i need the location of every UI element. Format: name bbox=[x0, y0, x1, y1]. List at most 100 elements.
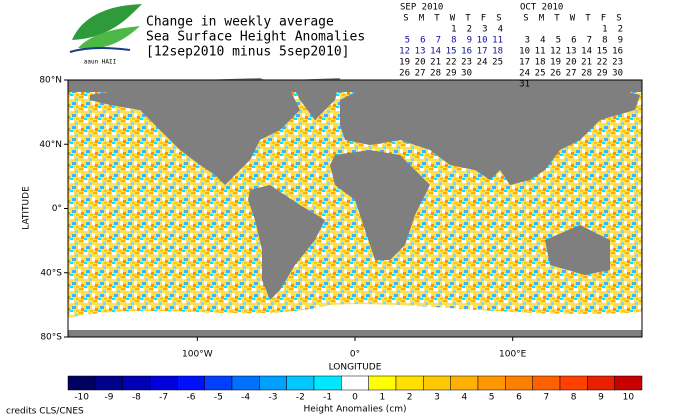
calendar-day: 13 bbox=[566, 47, 577, 57]
calendar-day: 30 bbox=[461, 69, 472, 79]
colorbar-label: 3 bbox=[434, 393, 440, 403]
colorbar-swatch bbox=[95, 375, 123, 391]
colorbar-swatch bbox=[450, 375, 479, 391]
calendar-day: 3 bbox=[482, 25, 487, 35]
calendar-day: 17 bbox=[519, 58, 530, 68]
colorbar-swatch bbox=[341, 375, 369, 391]
colorbar-swatch bbox=[559, 375, 588, 391]
calendar-day: 15 bbox=[597, 47, 608, 57]
colorbar-label: 4 bbox=[461, 393, 467, 403]
calendar-day: 27 bbox=[415, 69, 426, 79]
title-line: Sea Surface Height Anomalies bbox=[146, 30, 365, 45]
colorbar-swatch bbox=[532, 375, 561, 391]
calendar-day: 11 bbox=[492, 36, 503, 46]
colorbar-label: -8 bbox=[132, 393, 141, 403]
weekday: W bbox=[450, 14, 456, 24]
colorbar-swatch bbox=[505, 375, 533, 391]
weekday: T bbox=[554, 14, 560, 24]
calendar-day: 16 bbox=[461, 47, 472, 57]
colorbar-swatch bbox=[395, 375, 424, 391]
colorbar-swatch bbox=[122, 375, 151, 391]
calendar-day: 28 bbox=[581, 69, 592, 79]
colorbar-swatch bbox=[587, 375, 615, 391]
colorbar-label: 2 bbox=[407, 393, 413, 403]
calendar-day: 10 bbox=[519, 47, 530, 57]
weekday: T bbox=[434, 14, 440, 24]
colorbar-swatch bbox=[423, 375, 451, 391]
calendar-day: 20 bbox=[566, 58, 577, 68]
x-tick-label: 0° bbox=[350, 350, 360, 360]
weekday: F bbox=[481, 14, 486, 24]
colorbar-swatch bbox=[204, 375, 233, 391]
calendar-day: 12 bbox=[399, 47, 410, 57]
colorbar-label: -10 bbox=[74, 393, 89, 403]
weekday: T bbox=[585, 14, 591, 24]
calendar-day: 30 bbox=[612, 69, 623, 79]
calendar-day: 14 bbox=[430, 47, 441, 57]
colorbar-label: -5 bbox=[214, 393, 223, 403]
weekday: S bbox=[403, 14, 408, 24]
calendar-day: 22 bbox=[446, 58, 457, 68]
credits: credits CLS/CNES bbox=[6, 407, 84, 417]
colorbar-label: -3 bbox=[269, 393, 278, 403]
calendar-day: 18 bbox=[535, 58, 546, 68]
calendar-day: 26 bbox=[550, 69, 561, 79]
logo-text: aaun HAII bbox=[84, 59, 117, 66]
colorbar-swatch bbox=[368, 375, 397, 391]
colorbar-title: Height Anomalies (cm) bbox=[303, 405, 406, 415]
calendar-day: 22 bbox=[597, 58, 608, 68]
colorbar-label: 7 bbox=[543, 393, 549, 403]
calendar-day: 21 bbox=[581, 58, 592, 68]
colorbar-swatch bbox=[259, 375, 287, 391]
colorbar-label: 1 bbox=[379, 393, 385, 403]
map bbox=[67, 78, 643, 338]
calendar-day: 5 bbox=[556, 36, 561, 46]
colorbar-label: 5 bbox=[489, 393, 495, 403]
colorbar-swatch bbox=[231, 375, 260, 391]
calendar-day: 31 bbox=[519, 80, 530, 90]
colorbar-swatch bbox=[313, 375, 342, 391]
antarctica bbox=[68, 304, 642, 330]
calendar-day: 1 bbox=[602, 25, 607, 35]
colorbar-swatch bbox=[614, 375, 643, 391]
weekday: T bbox=[465, 14, 471, 24]
weekday: F bbox=[601, 14, 606, 24]
calendar-day: 4 bbox=[498, 25, 503, 35]
logo: aaun HAII bbox=[69, 4, 142, 66]
calendar-day: 8 bbox=[451, 36, 456, 46]
weekday: M bbox=[539, 14, 545, 24]
calendar-day: 12 bbox=[550, 47, 561, 57]
colorbar-label: -1 bbox=[323, 393, 332, 403]
calendar-day: 25 bbox=[535, 69, 546, 79]
colorbar-label: 6 bbox=[516, 393, 522, 403]
calendar-day: 2 bbox=[618, 25, 623, 35]
x-axis-label: LONGITUDE bbox=[329, 363, 382, 373]
calendar-day: 20 bbox=[415, 58, 426, 68]
calendar-day: 8 bbox=[602, 36, 607, 46]
calendar-day: 16 bbox=[612, 47, 623, 57]
calendar-day: 23 bbox=[612, 58, 623, 68]
title-line: [12sep2010 minus 5sep2010] bbox=[146, 45, 350, 60]
calendar-day: 19 bbox=[550, 58, 561, 68]
colorbar-label: -7 bbox=[159, 393, 168, 403]
colorbar-swatch bbox=[477, 375, 506, 391]
weekday: W bbox=[570, 14, 576, 24]
y-tick-label: 0° bbox=[52, 204, 62, 214]
calendar-day: 5 bbox=[405, 36, 410, 46]
calendar-day: 15 bbox=[446, 47, 457, 57]
calendar-day: 13 bbox=[415, 47, 426, 57]
weekday: S bbox=[496, 14, 501, 24]
calendar-title: SEP 2010 bbox=[400, 3, 443, 13]
y-tick-label: 80°N bbox=[39, 76, 62, 86]
calendar-day: 1 bbox=[451, 25, 456, 35]
calendar-day: 9 bbox=[467, 36, 472, 46]
calendar-day: 9 bbox=[618, 36, 623, 46]
calendar-day: 7 bbox=[587, 36, 592, 46]
colorbar-label: -4 bbox=[241, 393, 250, 403]
colorbar-label: 8 bbox=[571, 393, 577, 403]
calendar-title: OCT 2010 bbox=[520, 3, 563, 13]
calendar-day: 4 bbox=[540, 36, 545, 46]
y-tick-label: 80°S bbox=[40, 333, 62, 343]
calendar-day: 29 bbox=[597, 69, 608, 79]
